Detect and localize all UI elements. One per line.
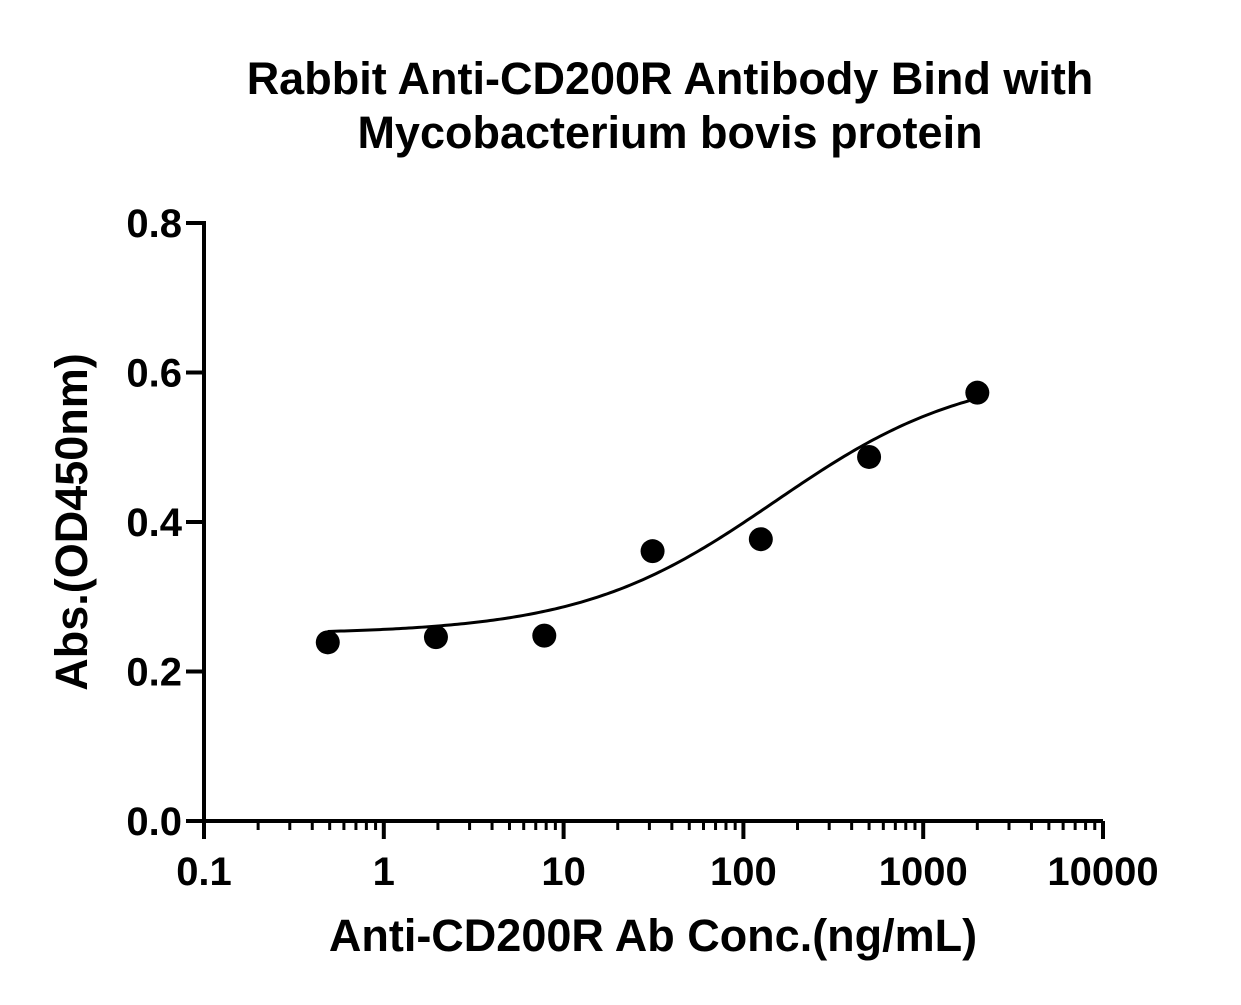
y-axis-label: Abs.(OD450nm) bbox=[46, 353, 97, 691]
x-tick-label: 0.1 bbox=[176, 850, 232, 894]
y-tick-label: 0.4 bbox=[126, 501, 182, 545]
fit-curve bbox=[327, 396, 978, 633]
data-point bbox=[423, 625, 448, 650]
x-tick-label: 10000 bbox=[1047, 850, 1158, 894]
y-tick-label: 0.8 bbox=[126, 202, 182, 246]
y-tick-label: 0.2 bbox=[126, 651, 182, 695]
fit-curve-group bbox=[327, 396, 978, 633]
data-point bbox=[640, 539, 665, 564]
x-tick-label: 1000 bbox=[879, 850, 968, 894]
y-axis: 0.0 0.2 0.4 0.6 0.8 bbox=[126, 202, 206, 844]
data-point bbox=[315, 630, 340, 655]
chart-title: Rabbit Anti-CD200R Antibody Bind with My… bbox=[0, 52, 1241, 160]
chart-title-line-1: Rabbit Anti-CD200R Antibody Bind with bbox=[246, 53, 1094, 104]
data-points bbox=[315, 380, 990, 655]
y-tick-label: 0.0 bbox=[126, 800, 182, 844]
x-axis-label: Anti-CD200R Ab Conc.(ng/mL) bbox=[329, 910, 977, 961]
data-point bbox=[748, 527, 773, 552]
chart-title-line-2: Mycobacterium bovis protein bbox=[357, 107, 983, 158]
data-point bbox=[532, 623, 557, 648]
y-tick-label: 0.6 bbox=[126, 352, 182, 396]
x-tick-label: 10 bbox=[541, 850, 586, 894]
x-tick-label: 1 bbox=[373, 850, 395, 894]
x-axis: 0.1 1 10 100 1000 10000 bbox=[176, 819, 1159, 894]
data-point bbox=[965, 380, 990, 405]
data-point bbox=[857, 444, 882, 469]
x-tick-label: 100 bbox=[710, 850, 777, 894]
